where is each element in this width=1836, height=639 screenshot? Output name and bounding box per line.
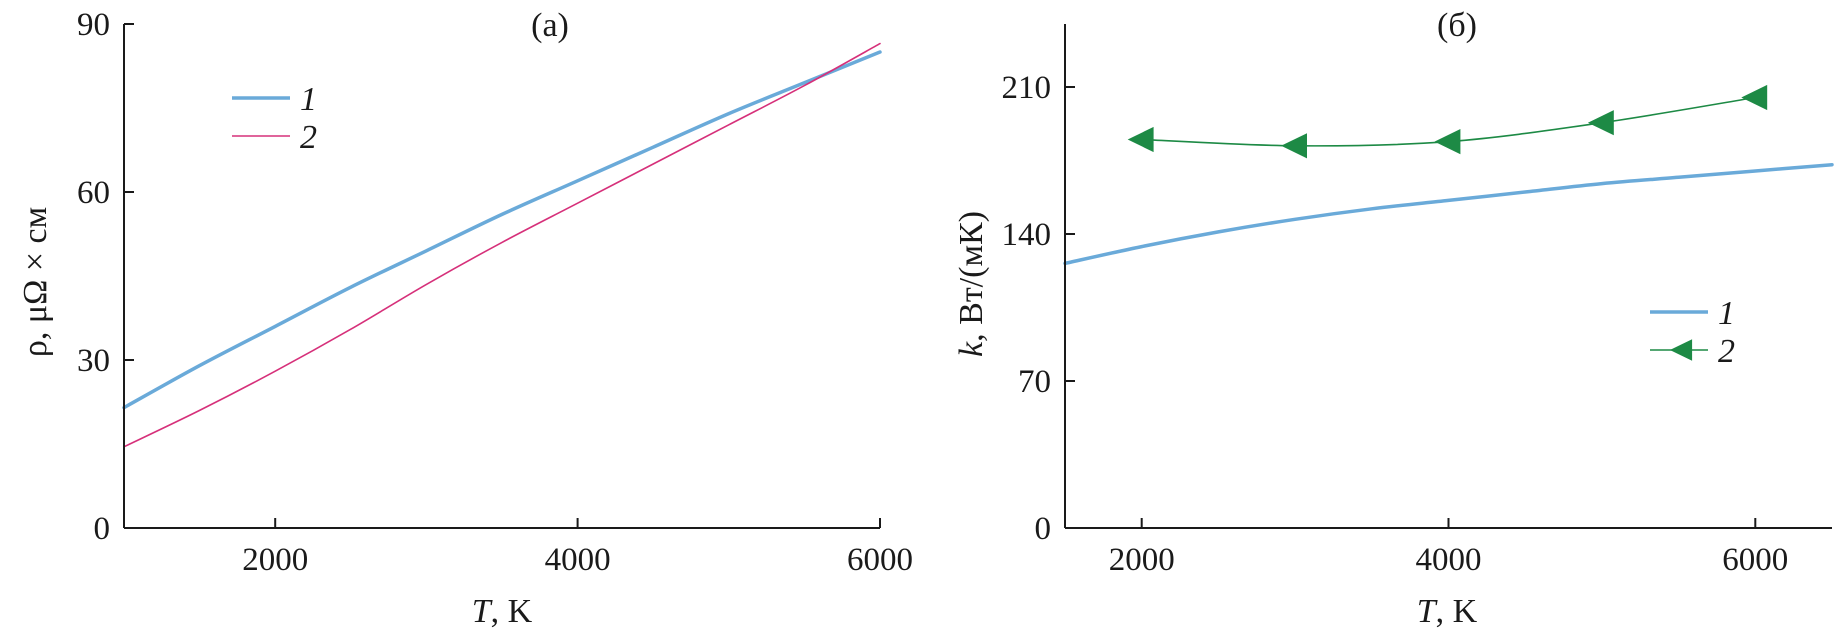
panel-b-axes <box>1064 24 1832 529</box>
panel-b-series-1-line <box>1063 162 1834 266</box>
panel-b-y-tick-label: 140 <box>1002 217 1052 253</box>
panel-a-legend-label-1: 1 <box>300 81 317 118</box>
panel-a-series-2-line <box>123 42 881 448</box>
panel-b-series-2-point <box>1281 133 1307 159</box>
panel-b-ticks: 2000 4000 6000 0 70 140 210 <box>1002 70 1789 578</box>
panel-a-x-tick-label: 4000 <box>545 542 611 578</box>
panel-b-series-2-point <box>1741 84 1768 111</box>
panel-a-x-tick-label: 6000 <box>847 542 913 578</box>
panel-b-label: (б) <box>1437 7 1477 44</box>
panel-a-y-axis-title: ρ, μΩ × см <box>17 207 54 357</box>
panel-a-series <box>122 42 882 448</box>
panel-a-legend: 12 <box>232 81 317 156</box>
panel-a-y-tick-label: 0 <box>94 511 111 547</box>
panel-b-legend-marker-2 <box>1669 339 1693 361</box>
panel-b-y-tick-label: 70 <box>1018 364 1051 400</box>
panel-a-axes <box>123 24 880 529</box>
panel-b-legend-label-1: 1 <box>1718 295 1735 332</box>
panel-b-series <box>1063 84 1834 266</box>
panel-a-ticks: 2000 4000 6000 0 30 60 90 <box>77 7 913 578</box>
panel-b-series-2-point <box>1127 126 1154 153</box>
panel-b-x-tick-label: 6000 <box>1722 542 1788 578</box>
panel-b-legend-label-2: 2 <box>1718 333 1735 370</box>
panel-b-x-axis-title: T, K <box>1417 593 1478 630</box>
panel-a-y-tick-label: 30 <box>77 343 110 379</box>
panel-b-x-tick-label: 4000 <box>1416 542 1482 578</box>
panel-a-y-tick-label: 90 <box>77 7 110 43</box>
panel-a-label: (a) <box>531 7 569 44</box>
panel-a-legend-label-2: 2 <box>300 119 317 156</box>
panel-a-series-1-line <box>122 50 882 410</box>
panel-a-y-tick-label: 60 <box>77 175 110 211</box>
panel-b-y-tick-label: 0 <box>1035 511 1052 547</box>
panel-b-legend: 12 <box>1650 295 1735 370</box>
chart-panel-b: (б) 2000 4000 6000 0 70 140 210 T, K k, Вт/(мК… <box>953 7 1834 630</box>
panel-b-y-axis-title: k, Вт/(мК) <box>953 211 990 357</box>
panel-a-x-axis-title: T, K <box>472 593 533 630</box>
panel-b-y-tick-label: 210 <box>1002 70 1052 106</box>
panel-b-series-2-point <box>1434 129 1461 155</box>
panel-a-x-tick-label: 2000 <box>242 542 308 578</box>
panel-b-x-tick-label: 2000 <box>1109 542 1175 578</box>
panel-b-series-2-point <box>1587 110 1614 136</box>
